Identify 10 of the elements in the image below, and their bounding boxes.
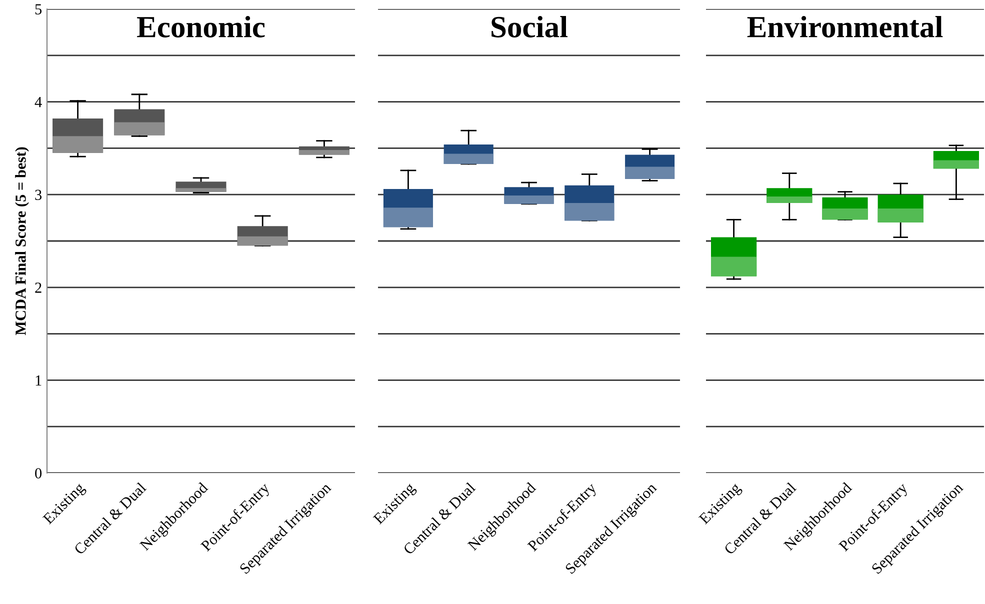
y-tick-label: 0 [35, 468, 42, 478]
y-tick-label: 1 [36, 375, 42, 386]
y-tick-label: 4 [34, 97, 42, 108]
y-tick-label: 2 [35, 282, 42, 293]
y-tick-label: 5 [35, 4, 42, 14]
chart-title: Social [492, 16, 568, 38]
chart-title: Environmental [747, 16, 943, 38]
y-axis-title: MCDA Final Score (5 = best) [15, 147, 29, 336]
y-tick-label: 3 [35, 190, 42, 200]
chart-title: Economic [137, 16, 265, 38]
